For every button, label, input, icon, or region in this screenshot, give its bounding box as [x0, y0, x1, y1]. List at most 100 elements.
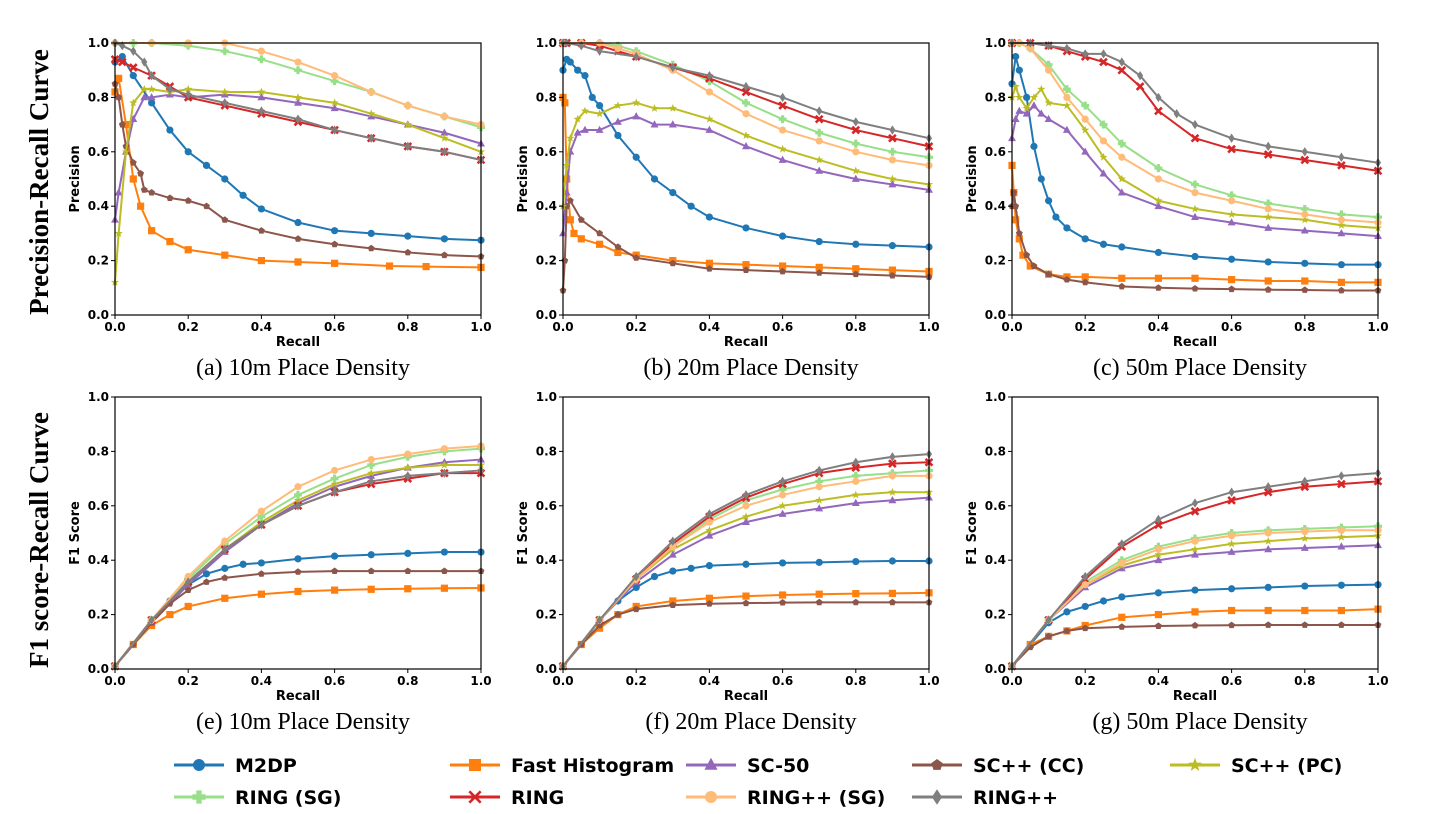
y-axis-label: Precision [68, 145, 83, 212]
data-point-sc-cc [257, 570, 265, 577]
legend-entry-ring: RING [450, 787, 564, 809]
data-point-ring [1155, 514, 1162, 525]
data-point-m2dp [588, 93, 596, 101]
data-point-sc-cc [1337, 286, 1345, 294]
legend-entry-m2dp: M2DP [174, 755, 297, 777]
data-point-fast-histogram [122, 121, 130, 129]
data-point-sc-50 [778, 509, 787, 517]
data-point-ring [1045, 615, 1052, 625]
data-point-sc-pc [1117, 174, 1126, 183]
data-point-m2dp [705, 213, 714, 221]
data-point-ring [1263, 150, 1273, 159]
chart-panel-3: 0.0 0.2 0.4 0.6 0.8 1.0 0.0 0.2 0.4 0.6 0.8 1.0 Reca… [965, 36, 1389, 381]
data-point-ring [1265, 141, 1272, 152]
data-point-sc-cc [566, 197, 574, 204]
series-line-sc-pc [114, 88, 482, 283]
data-point-sc-cc [1063, 276, 1071, 283]
data-point-sc-50 [742, 517, 750, 525]
data-point-m2dp [440, 548, 448, 556]
data-point-fast-histogram [148, 227, 156, 235]
data-point-ring-sg [705, 88, 714, 96]
x-tick-label: 0.2 [1075, 320, 1096, 334]
data-point-m2dp [1099, 597, 1108, 605]
legend-label: SC++ (CC) [973, 755, 1084, 777]
x-tick-label: 0.8 [1294, 320, 1315, 334]
data-point-m2dp [1118, 593, 1126, 601]
data-point-sc-cc [203, 578, 210, 585]
x-tick-label: 0.0 [552, 674, 573, 688]
panel-caption: (a) 10m Place Density [196, 355, 410, 381]
data-point-fast-histogram [1154, 611, 1162, 619]
data-point-sc-50 [888, 496, 897, 504]
data-point-sc-50 [165, 90, 174, 98]
data-point-m2dp [221, 564, 229, 572]
data-point-ring [1118, 539, 1125, 549]
data-point-ring-sg [1301, 210, 1309, 218]
data-point-sc-pc [1300, 534, 1309, 542]
series-line-ring [114, 58, 482, 161]
y-tick-label: 0.0 [985, 308, 1006, 322]
data-point-ring [889, 452, 896, 462]
data-point-ring [889, 125, 896, 135]
data-point-m2dp [815, 558, 823, 566]
data-point-sc-50 [367, 471, 376, 479]
data-point-ring [888, 459, 897, 468]
x-tick-label: 0.0 [552, 320, 573, 334]
data-point-ring [1154, 106, 1163, 116]
data-point-sc-pc [1190, 545, 1200, 553]
data-point-ring [258, 106, 265, 116]
data-point-ring-sg [778, 115, 787, 124]
legend-label: M2DP [235, 755, 297, 777]
data-point-ring-sg [294, 66, 302, 75]
data-point-sc-50 [140, 93, 149, 101]
data-point-ring-sg [1062, 85, 1071, 94]
data-point-ring [1117, 65, 1127, 75]
data-point-sc-cc [742, 266, 750, 274]
data-point-fast-histogram [888, 266, 896, 274]
data-point-sc-cc [1228, 621, 1236, 629]
data-point-fast-histogram [137, 202, 145, 210]
data-point-sc-cc [632, 254, 640, 261]
data-point-sc-pc [293, 496, 303, 504]
x-tick-label: 0.0 [104, 320, 125, 334]
data-point-sc-pc [1011, 82, 1020, 91]
data-point-ring [441, 468, 448, 478]
data-point-fast-histogram [440, 584, 448, 592]
data-point-sc-pc [403, 120, 412, 129]
data-point-ring [130, 46, 137, 56]
axes-frame [562, 42, 930, 316]
data-point-ring-sg [1228, 197, 1236, 205]
series-group [1007, 38, 1383, 294]
data-point-sc-50 [742, 142, 750, 150]
data-point-fast-histogram [779, 591, 787, 599]
legend-label: Fast Histogram [511, 755, 674, 777]
data-point-sc-cc [1030, 262, 1038, 269]
data-point-ring [221, 544, 228, 554]
y-tick-label: 0.4 [536, 553, 557, 567]
legend-label: RING [511, 787, 564, 809]
data-point-fast-histogram [614, 248, 622, 257]
data-point-ring [1082, 571, 1089, 582]
data-point-m2dp [1337, 261, 1345, 269]
y-tick-label: 0.4 [985, 199, 1006, 213]
data-point-sc-pc [330, 479, 339, 488]
data-point-ring-sg [1264, 205, 1272, 213]
data-point-ring-sg [1191, 180, 1199, 189]
data-point-ring-sg [1099, 120, 1108, 129]
data-point-ring [1191, 119, 1199, 130]
row-label-f1-recall: F1 score-Recall Curve [24, 412, 54, 668]
data-point-m2dp [596, 101, 604, 110]
data-point-fast-histogram [888, 589, 896, 597]
data-point-sc-pc [1062, 101, 1072, 110]
legend-entry-fast-histogram: Fast Histogram [450, 755, 674, 777]
y-tick-label: 0.6 [88, 499, 109, 513]
data-point-sc-cc [577, 216, 585, 223]
data-point-ring [331, 125, 338, 135]
data-point-m2dp [574, 66, 582, 74]
y-tick-label: 0.8 [88, 444, 109, 458]
data-point-ring-sg [1337, 216, 1345, 224]
data-point-sc-50 [1191, 550, 1199, 558]
data-point-fast-histogram [815, 590, 823, 598]
data-point-sc-pc [741, 512, 751, 521]
y-tick-label: 0.2 [88, 254, 109, 268]
